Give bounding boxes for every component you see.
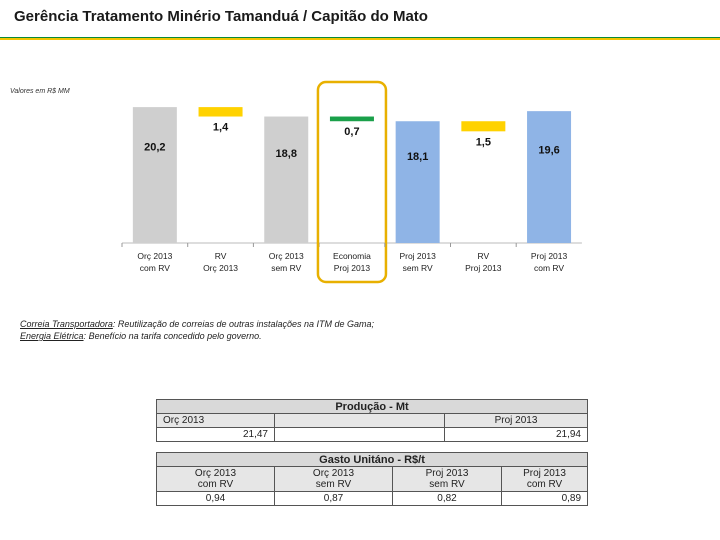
note-label: Energia Elétrica: [20, 331, 84, 341]
bar-value-label: 18,8: [276, 148, 297, 160]
proj-production-label: Proj 2013: [444, 413, 588, 428]
bar-value-label: 1,4: [213, 122, 229, 134]
note-text: Reutilização de correias de outras insta…: [117, 319, 375, 329]
cost-col-value: 0,89: [500, 491, 589, 506]
title-divider: [0, 37, 720, 40]
cost-col-value: 0,94: [156, 491, 275, 506]
bar-value-label: 20,2: [144, 142, 165, 154]
cost-col-value: 0,82: [392, 491, 502, 506]
category-tick-label: sem RV: [403, 263, 433, 273]
category-tick-label: Orç 2013: [203, 263, 238, 273]
chart-bar: [395, 121, 440, 243]
category-tick-label: Economia: [333, 251, 371, 261]
note-text: Benefício na tarifa concedido pelo gover…: [88, 331, 262, 341]
category-tick-label: com RV: [140, 263, 170, 273]
category-tick-label: sem RV: [271, 263, 301, 273]
orc-production-label: Orç 2013: [156, 413, 275, 428]
category-tick-label: Orç 2013: [269, 251, 304, 261]
note-line: Energia Elétrica: Benefício na tarifa co…: [20, 330, 374, 342]
slide-title: Gerência Tratamento Minério Tamanduá / C…: [14, 8, 428, 25]
orc-production-value: 21,47: [156, 427, 275, 442]
production-header: Produção - Mt: [156, 399, 588, 414]
bar-value-label: 0,7: [344, 126, 359, 138]
chart-bar: [198, 107, 243, 117]
notes-block: Correia Transportadora: Reutilização de …: [20, 318, 374, 342]
note-line: Correia Transportadora: Reutilização de …: [20, 318, 374, 330]
table-spacer: [274, 427, 445, 442]
category-tick-label: Proj 2013: [334, 263, 371, 273]
category-tick-label: RV: [215, 251, 227, 261]
category-tick-label: Proj 2013: [531, 251, 568, 261]
highlight-frame: [316, 80, 388, 284]
chart-bar: [329, 116, 374, 122]
chart-bar: [461, 121, 506, 132]
proj-production-value: 21,94: [444, 427, 588, 442]
cost-col-label: Orç 2013 sem RV: [274, 466, 393, 492]
cost-col-label: Proj 2013 sem RV: [392, 466, 502, 492]
bar-value-label: 1,5: [476, 136, 491, 148]
cost-col-value: 0,87: [274, 491, 393, 506]
category-tick-label: com RV: [534, 263, 564, 273]
chart-bar: [132, 107, 177, 243]
category-tick-label: Proj 2013: [465, 263, 502, 273]
note-label: Correia Transportadora: [20, 319, 113, 329]
note-separator: :: [83, 331, 89, 341]
category-tick-label: RV: [478, 251, 490, 261]
table-spacer: [274, 413, 445, 428]
bar-value-label: 19,6: [538, 144, 559, 156]
unit-cost-table: Gasto Unitáno - R$/t Orç 2013 com RV Orç …: [155, 452, 589, 506]
unit-cost-header: Gasto Unitáno - R$/t: [155, 452, 589, 467]
production-cost-table: Produção - Mt Orç 2013 Proj 2013 21,47 2…: [156, 399, 588, 442]
chart-bar: [527, 111, 572, 244]
note-separator: :: [112, 319, 118, 329]
bar-value-label: 18,1: [407, 151, 428, 163]
category-tick-label: Orç 2013: [137, 251, 172, 261]
category-tick-label: Proj 2013: [399, 251, 436, 261]
cost-col-label: Proj 2013 com RV: [500, 466, 589, 492]
unit-note: Valores em R$ MM: [10, 88, 70, 95]
chart-bar: [264, 116, 309, 243]
cost-col-label: Orç 2013 com RV: [156, 466, 275, 492]
waterfall-chart: 20,2 Orç 2013 com RV 1,4 RV Orç 2013 18,8 Orç 2…: [121, 80, 582, 284]
